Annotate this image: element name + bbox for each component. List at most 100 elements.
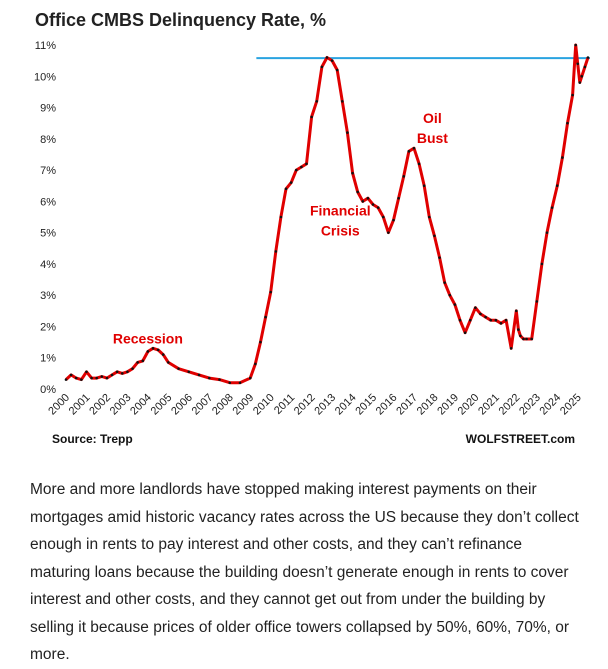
watermark-label: WOLFSTREET.com [466, 432, 575, 446]
x-tick-label: 2023 [517, 392, 543, 418]
data-point [412, 146, 416, 150]
x-tick-label: 2015 [353, 392, 379, 418]
data-point [519, 334, 522, 338]
data-point [294, 168, 298, 172]
x-tick-label: 2021 [476, 392, 502, 418]
data-point [115, 370, 119, 374]
data-point [151, 347, 155, 350]
data-point [126, 370, 129, 374]
data-point [580, 74, 584, 78]
data-point [509, 347, 513, 350]
data-point [74, 376, 78, 380]
data-point [479, 312, 482, 316]
data-point [351, 171, 354, 175]
data-point [289, 181, 293, 184]
data-point [161, 353, 165, 356]
series-line [64, 43, 590, 385]
data-point [407, 150, 411, 153]
data-point [443, 281, 446, 284]
data-point [545, 231, 549, 234]
annotation-label: Oil Bust [417, 110, 448, 146]
x-tick-label: 2011 [272, 392, 297, 417]
data-point [397, 196, 400, 200]
x-tick-label: 2007 [190, 392, 216, 418]
data-point [167, 361, 170, 364]
x-tick-label: 2009 [231, 392, 257, 418]
data-point [530, 337, 533, 341]
data-point [64, 378, 68, 381]
x-tick-label: 2002 [87, 392, 113, 418]
data-point [474, 306, 477, 309]
data-point [238, 381, 242, 385]
data-point [254, 362, 257, 366]
x-tick-label: 2008 [210, 392, 236, 418]
y-tick-label: 7% [40, 165, 56, 177]
x-tick-label: 2019 [435, 392, 461, 418]
data-point [197, 373, 201, 377]
x-tick-label: 2003 [108, 392, 134, 418]
data-point [100, 375, 104, 378]
data-point [517, 328, 520, 331]
data-point [535, 300, 539, 303]
y-tick-label: 5% [40, 228, 56, 240]
data-point [146, 350, 150, 353]
data-point [371, 203, 375, 206]
data-point [550, 206, 554, 209]
data-point [540, 262, 544, 266]
x-tick-label: 2004 [128, 392, 154, 418]
annotation-layer: Recession Financial Crisis Oil Bust [113, 110, 448, 346]
y-tick-label: 6% [40, 196, 56, 208]
data-point [69, 373, 73, 377]
data-point [207, 376, 211, 380]
data-point [376, 206, 380, 209]
data-point [463, 331, 467, 335]
series-layer [64, 43, 590, 385]
chart-title: Office CMBS Delinquency Rate, % [35, 10, 326, 30]
x-tick-label: 2010 [251, 392, 277, 418]
data-point [320, 65, 324, 69]
data-point [279, 215, 283, 219]
annotation-label: Recession [113, 331, 183, 347]
data-point [156, 348, 160, 352]
data-point [259, 340, 262, 344]
data-point [346, 131, 349, 134]
data-point [95, 376, 99, 380]
data-point [576, 62, 580, 66]
data-point [218, 378, 221, 381]
data-point [335, 68, 339, 72]
y-tick-label: 10% [34, 71, 56, 83]
data-point [361, 200, 365, 203]
x-tick-label: 2014 [333, 392, 359, 418]
x-tick-label: 2005 [149, 392, 175, 418]
x-axis-tick-labels: 2000200120022003200420052006200720082009… [46, 392, 584, 418]
article-paragraph: More and more landlords have stopped mak… [30, 481, 579, 663]
data-point [555, 184, 559, 188]
x-tick-label: 2018 [415, 392, 441, 418]
data-point [448, 293, 452, 297]
y-tick-label: 2% [40, 321, 56, 333]
data-point [566, 121, 569, 125]
data-point [315, 99, 319, 103]
data-point [422, 184, 426, 188]
data-point [110, 373, 114, 377]
data-point [428, 215, 431, 219]
data-point [228, 381, 232, 385]
data-point [90, 376, 93, 380]
data-point [468, 318, 472, 322]
data-point [515, 309, 518, 313]
data-point [284, 187, 288, 191]
data-point [499, 322, 503, 325]
data-point [366, 196, 370, 200]
x-tick-label: 2022 [497, 392, 523, 418]
data-point [433, 234, 436, 238]
data-point [105, 376, 109, 380]
data-point [381, 215, 385, 219]
x-tick-label: 2016 [374, 392, 400, 418]
data-point [187, 370, 191, 374]
x-tick-label: 2006 [169, 392, 195, 418]
data-point [494, 318, 498, 322]
data-point [356, 190, 359, 194]
data-point [525, 337, 528, 341]
data-point [392, 218, 395, 222]
data-point [80, 378, 83, 381]
